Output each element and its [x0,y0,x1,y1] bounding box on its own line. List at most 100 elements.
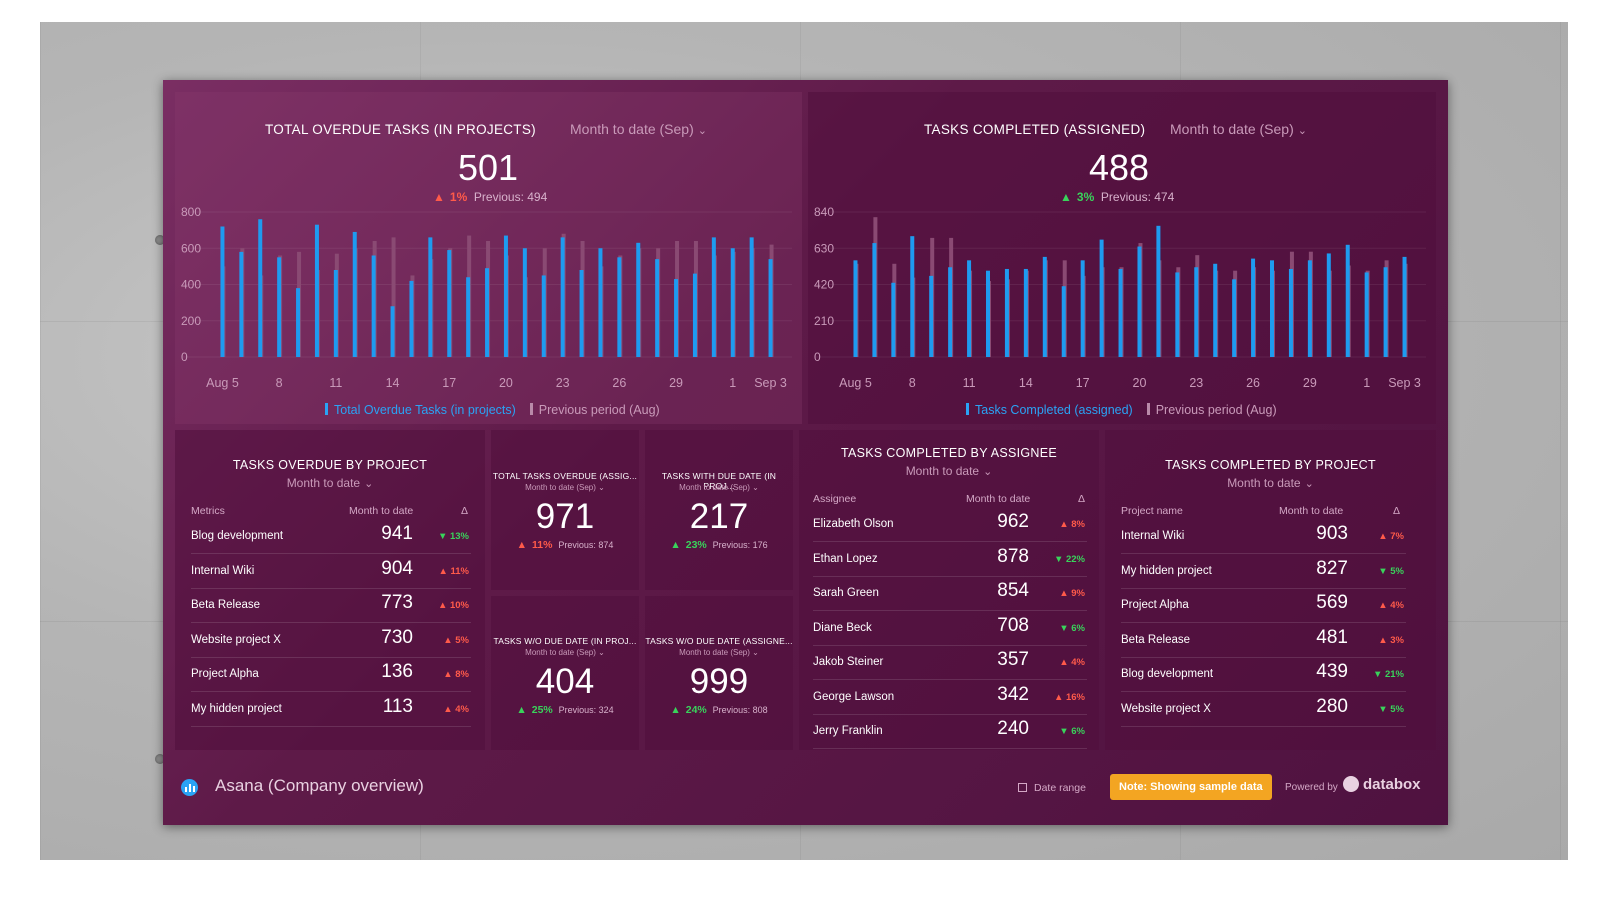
table-title: TASKS OVERDUE BY PROJECT [232,458,428,472]
table-row[interactable]: Project Alpha 136 ▲ 8% [191,657,471,692]
bar-current [258,219,263,357]
table-row[interactable]: Blog development 941 ▼ 13% [191,519,471,554]
bar-current [277,257,282,357]
x-tick-label: Aug 5 [839,376,872,390]
tile-tasks-without-due-date-projects: TASKS W/O DUE DATE (IN PROJ... Month to … [491,596,639,750]
bar-current [1402,256,1407,357]
row-value: 136 [381,661,413,682]
triangle-up-icon: ▲ [516,704,527,716]
row-delta: ▲ 16% [1053,691,1085,703]
row-delta: ▲ 4% [1378,600,1404,611]
table-row[interactable]: Beta Release 481 ▲ 3% [1121,623,1406,658]
big-number: 488 [1088,147,1150,188]
period-selector[interactable]: Month to date ⌄ [1105,476,1436,490]
bar-current [485,268,490,357]
legend-current[interactable]: Total Overdue Tasks (in projects) [325,403,516,417]
y-tick-label: 800 [181,205,201,219]
x-tick-label: Sep 3 [1388,376,1421,390]
overdue-tasks-chart-panel: TOTAL OVERDUE TASKS (IN PROJECTS) Month … [175,92,802,424]
table-row[interactable]: Elizabeth Olson 962 ▲ 8% [813,507,1087,542]
bar-current [1194,267,1199,357]
table-row[interactable]: Website project X 730 ▲ 5% [191,623,471,658]
period-selector[interactable]: Month to date ⌄ [175,476,485,490]
x-tick-label: 20 [499,376,513,390]
tile-period[interactable]: Month to date (Sep) ⌄ [525,483,605,492]
row-delta: ▼ 5% [1378,703,1404,715]
table-row[interactable]: Internal Wiki 903 ▲ 7% [1121,519,1406,554]
delta-line: ▲ 3% Previous: 474 [1060,190,1174,204]
bar-current [1383,267,1388,357]
period-label: Month to date (Sep) [1170,121,1294,137]
table-row[interactable]: My hidden project 827 ▼ 5% [1121,554,1406,589]
bar-current [1061,286,1066,357]
date-range-button[interactable]: Date range [1018,782,1086,794]
table-row[interactable]: George Lawson 342 ▲ 16% [813,680,1087,715]
table-row[interactable]: Internal Wiki 904 ▲ 11% [191,554,471,589]
tile-period[interactable]: Month to date (Sep) ⌄ [679,483,759,492]
x-tick-label: 20 [1133,376,1147,390]
legend-previous[interactable]: Previous period (Aug) [1146,403,1277,417]
triangle-down-icon: ▼ [1378,565,1391,577]
completed-by-project-panel: TASKS COMPLETED BY PROJECT Month to date… [1105,430,1436,750]
bar-current [1270,260,1274,357]
tile-delta: ▲ 25% Previous: 324 [516,704,614,716]
bar-current [503,235,508,357]
bar-current [1156,225,1161,357]
sample-data-note[interactable]: Note: Showing sample data [1110,774,1272,800]
table-row[interactable]: Blog development 439 ▼ 21% [1121,657,1406,692]
table-row[interactable]: Ethan Lopez 878 ▼ 22% [813,542,1087,577]
table-row[interactable]: Website project X 280 ▼ 5% [1121,692,1406,727]
bar-current [409,280,414,357]
table-row[interactable]: Diane Beck 708 ▼ 6% [813,611,1087,646]
period-selector[interactable]: Month to date ⌄ [799,464,1099,478]
dashboard-footer: Asana (Company overview) Date range Note… [163,750,1448,825]
table-row[interactable]: My hidden project 113 ▲ 4% [191,692,471,727]
period-selector[interactable]: Month to date (Sep) ⌄ [1170,121,1307,137]
bar-current [1023,268,1028,357]
tile-period[interactable]: Month to date (Sep) ⌄ [679,648,759,657]
bar-current [352,231,357,357]
y-tick-label: 600 [181,241,201,255]
column-header: Project name [1121,505,1183,517]
completed-by-assignee-panel: TASKS COMPLETED BY ASSIGNEE Month to dat… [799,430,1099,750]
tile-period[interactable]: Month to date (Sep) ⌄ [525,648,605,657]
row-value: 481 [1316,626,1348,648]
tile-value: 404 [535,662,595,701]
bar-current [730,248,735,357]
table-row[interactable]: Jerry Franklin 240 ▼ 6% [813,714,1087,749]
bar-current [948,267,953,357]
delta-line: ▲ 1% Previous: 494 [433,190,547,204]
chevron-down-icon: ⌄ [364,478,374,490]
chart-legend: Total Overdue Tasks (in projects) Previou… [325,403,660,417]
bar-current [853,260,858,357]
bar-current [390,306,395,357]
legend-marker [1146,403,1150,415]
y-tick-label: 0 [814,350,821,364]
bar-current [986,270,990,357]
row-delta: ▲ 5% [443,634,469,646]
databox-logo[interactable]: databox [1343,776,1421,793]
y-tick-label: 630 [814,241,834,255]
table-row[interactable]: Beta Release 773 ▲ 10% [191,588,471,623]
triangle-up-icon: ▲ [1059,657,1072,668]
table-row[interactable]: Project Alpha 569 ▲ 4% [1121,588,1406,623]
wall-bolt [155,754,165,764]
delta-value: 1% [449,190,468,204]
column-header: Δ [461,505,469,517]
column-header: Δ [1078,493,1086,505]
bar-current [655,259,660,357]
bar-current [768,259,773,357]
bar-current [598,248,603,357]
legend-current[interactable]: Tasks Completed (assigned) [966,403,1133,417]
bar-current [1345,244,1350,357]
table-row[interactable]: Jakob Steiner 357 ▲ 4% [813,645,1087,680]
triangle-up-icon: ▲ [1378,531,1391,542]
y-tick-label: 210 [814,314,834,328]
bar-current [560,237,565,357]
period-selector[interactable]: Month to date (Sep) ⌄ [570,121,707,137]
table-row[interactable]: Sarah Green 854 ▲ 9% [813,576,1087,611]
bar-previous [391,237,396,357]
legend-previous[interactable]: Previous period (Aug) [529,403,660,417]
triangle-up-icon: ▲ [438,565,451,577]
tile-title: TASKS W/O DUE DATE (IN PROJ... [493,636,637,646]
